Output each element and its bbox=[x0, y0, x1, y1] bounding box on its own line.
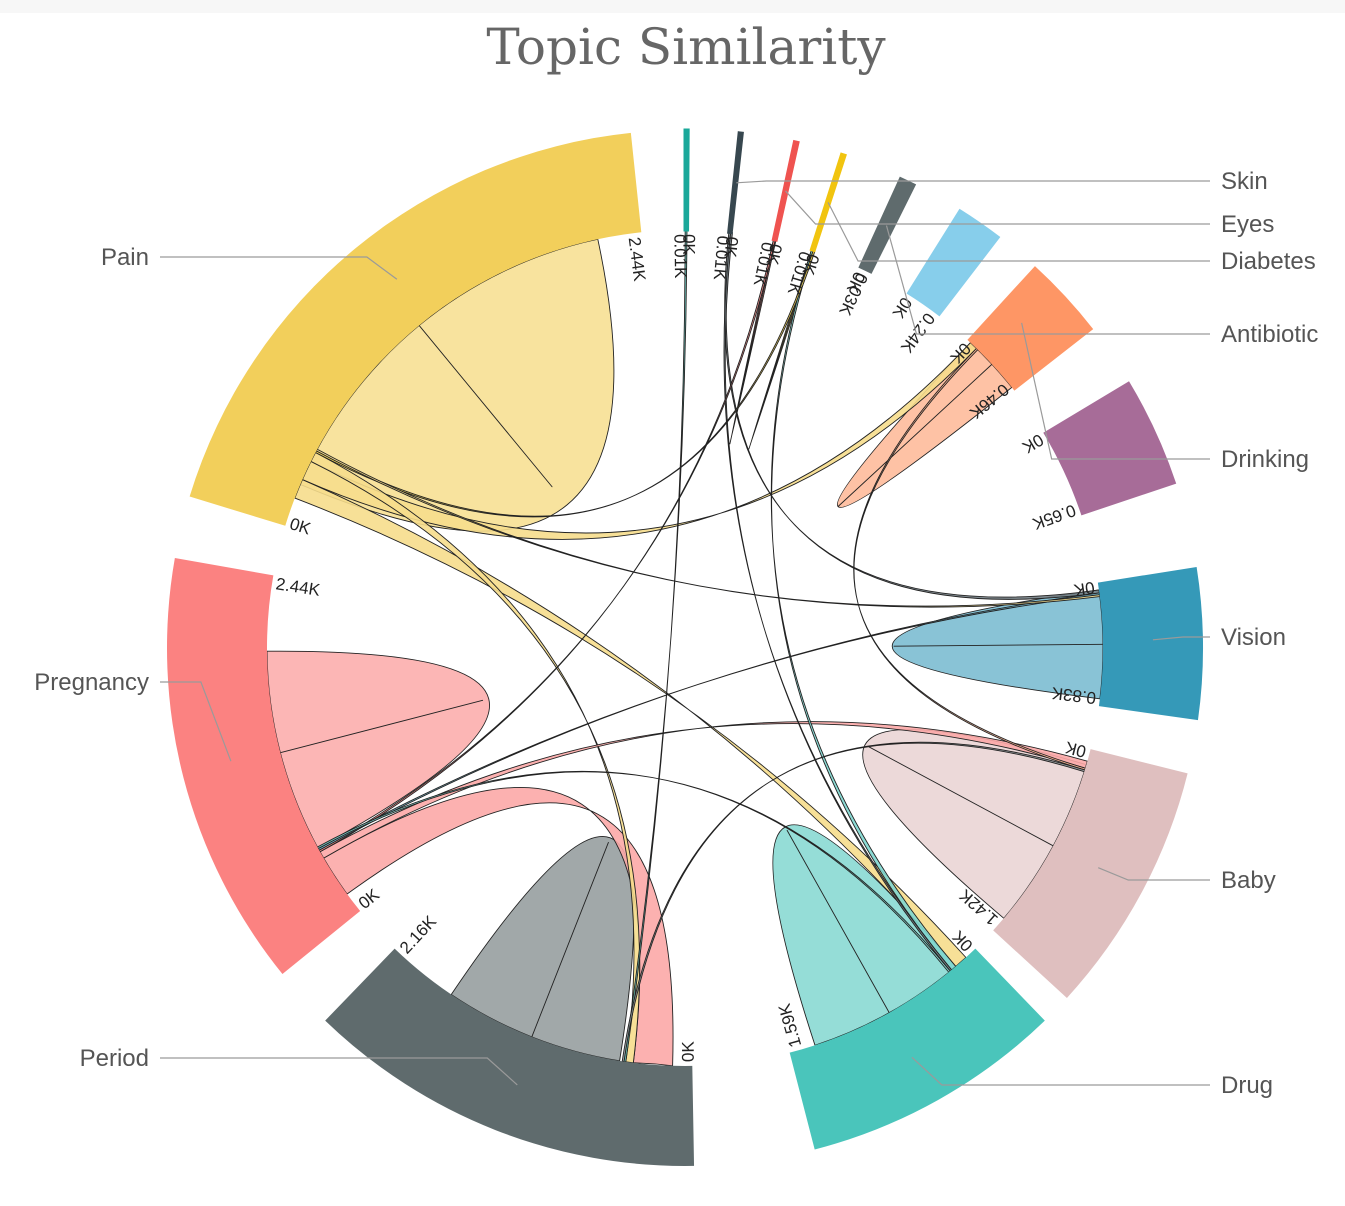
tick-start-9: 0K bbox=[1063, 737, 1089, 761]
arc-drug[interactable] bbox=[1043, 381, 1177, 516]
tick-end-1: 0.01K bbox=[710, 235, 733, 282]
tick-start-0: 0K bbox=[679, 234, 698, 256]
leader-line-baby bbox=[1097, 867, 1210, 881]
tick-end-10: 1.59K bbox=[775, 1001, 805, 1050]
chord-baby-baby[interactable] bbox=[862, 729, 1087, 919]
leader-line-eyes bbox=[785, 190, 1210, 225]
tick-end-7: 0.65K bbox=[1029, 500, 1078, 533]
leader-line-diabetes bbox=[827, 202, 1210, 262]
arc-group-13[interactable] bbox=[189, 132, 642, 526]
arc-skin[interactable] bbox=[683, 128, 690, 232]
leader-line-antibiotic bbox=[885, 225, 1210, 335]
tick-end-13: 2.44K bbox=[625, 236, 650, 283]
label-baby: Baby bbox=[1221, 867, 1276, 894]
label-pregnancy: Pregnancy bbox=[34, 669, 149, 696]
group-arcs bbox=[167, 128, 1204, 1167]
leader-line-period bbox=[160, 1057, 518, 1086]
arc-baby[interactable] bbox=[967, 266, 1094, 391]
chart-title: Topic Similarity bbox=[486, 18, 886, 76]
label-vision: Vision bbox=[1221, 624, 1286, 651]
label-antibiotic: Antibiotic bbox=[1221, 321, 1318, 348]
tick-end-3: 0.01K bbox=[784, 249, 815, 298]
arc-pain[interactable] bbox=[789, 948, 1045, 1150]
leader-line-pregnancy bbox=[160, 681, 232, 762]
arc-eyes[interactable] bbox=[727, 131, 744, 235]
tick-end-2: 0.01K bbox=[750, 240, 778, 288]
tick-end-0: 0.01K bbox=[670, 234, 690, 279]
label-pain: Pain bbox=[101, 244, 149, 271]
leader-line-skin bbox=[736, 180, 1210, 184]
top-strip bbox=[0, 0, 1345, 13]
arc-period[interactable] bbox=[1097, 566, 1204, 721]
group-labels: Skin Eyes Diabetes Antibiotic Drinking Vision… bbox=[34, 168, 1318, 1099]
arc-group-12[interactable] bbox=[167, 558, 361, 974]
chord-ribbons bbox=[266, 229, 1104, 1067]
label-skin: Skin bbox=[1221, 168, 1268, 195]
leader-line-vision bbox=[1152, 636, 1210, 641]
chord-pain-vision[interactable] bbox=[315, 448, 1101, 608]
leader-line-pain bbox=[160, 256, 398, 280]
chord-vision-vision[interactable] bbox=[892, 589, 1104, 700]
arc-group-11[interactable] bbox=[325, 948, 695, 1167]
leader-line-drinking bbox=[1021, 322, 1210, 460]
arc-pregnancy[interactable] bbox=[993, 749, 1188, 998]
tick-start-13: 0K bbox=[287, 514, 313, 539]
leader-line-drug bbox=[911, 1056, 1210, 1086]
tick-start-11: 0K bbox=[679, 1040, 698, 1062]
tick-end-11: 2.16K bbox=[396, 912, 441, 958]
tick-start-7: 0K bbox=[1019, 430, 1047, 457]
tick-start-2: 0K bbox=[762, 242, 785, 267]
tick-start-12: 0K bbox=[355, 885, 384, 913]
arc-vision[interactable] bbox=[906, 208, 1001, 317]
tick-end-4: 0.03K bbox=[835, 270, 871, 319]
label-eyes: Eyes bbox=[1221, 211, 1274, 238]
arc-drinking[interactable] bbox=[858, 176, 917, 274]
tick-start-8: 0K bbox=[1072, 578, 1096, 600]
label-period: Period bbox=[80, 1045, 149, 1072]
tick-end-12: 2.44K bbox=[275, 574, 322, 600]
label-drinking: Drinking bbox=[1221, 446, 1309, 473]
chord-drinking-drinking[interactable] bbox=[837, 342, 1013, 508]
chord-drug-drug[interactable] bbox=[772, 824, 957, 1046]
label-drug: Drug bbox=[1221, 1072, 1273, 1099]
tick-start-1: 0K bbox=[720, 236, 741, 259]
label-diabetes: Diabetes bbox=[1221, 248, 1316, 275]
